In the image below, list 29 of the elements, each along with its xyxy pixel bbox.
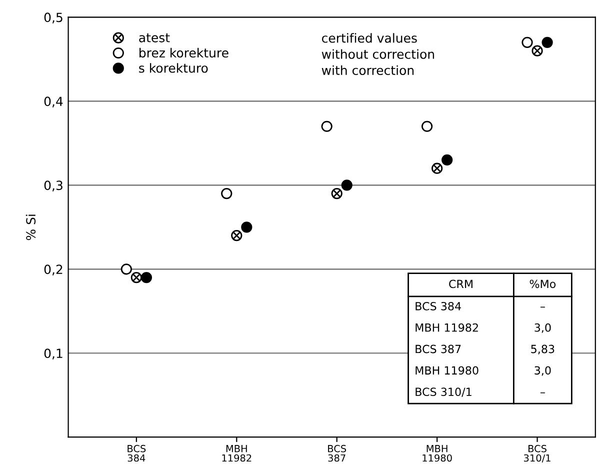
legend-label: s korekturo: [139, 63, 208, 73]
annotation: with correction: [322, 65, 414, 76]
annotation: %Mo: [530, 280, 556, 288]
annotation: 3,0: [534, 323, 551, 333]
annotation: –: [540, 392, 545, 394]
annotation: BCS 384: [416, 302, 461, 310]
y-tick-label: 0,4: [44, 96, 63, 108]
y-axis-title: % Si: [26, 214, 36, 240]
annotation: certified values: [322, 33, 417, 43]
y-tick-label: 0,1: [44, 348, 62, 360]
y-tick-label: 0,5: [44, 12, 62, 24]
legend-label: brez korekture: [140, 48, 228, 58]
annotation: CRM: [449, 280, 472, 288]
x-tick-label: BCS 384: [128, 444, 146, 462]
x-tick-label: BCS 310/1: [524, 444, 550, 462]
annotation: 5,83: [531, 344, 554, 354]
annotation: BCS 387: [416, 344, 461, 354]
y-tick-label: 0,3: [44, 180, 62, 192]
x-tick-label: BCS 387: [328, 444, 346, 462]
legend-label: atest: [139, 33, 170, 42]
annotation: without correction: [322, 49, 434, 59]
annotation: MBH 11980: [416, 366, 478, 375]
annotation: –: [540, 306, 545, 308]
annotation: BCS 310/1: [416, 388, 472, 397]
x-tick-label: MBH 11982: [222, 445, 252, 462]
annotation: MBH 11982: [416, 323, 478, 332]
x-tick-label: MBH 11980: [422, 445, 452, 462]
y-tick-label: 0,2: [44, 264, 62, 276]
annotation: 3,0: [534, 366, 551, 376]
